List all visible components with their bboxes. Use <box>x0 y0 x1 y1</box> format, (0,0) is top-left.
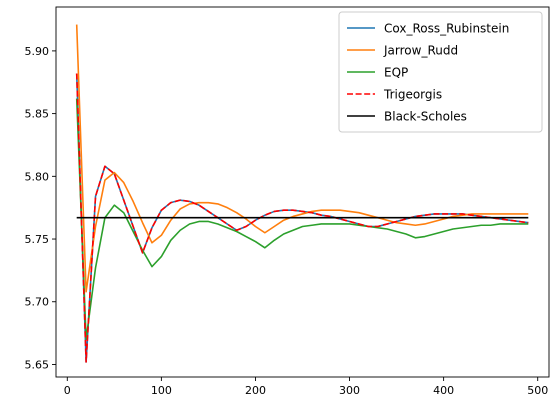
y-tick-label: 5.80 <box>25 170 50 183</box>
series-layer <box>75 24 529 363</box>
series-line-2 <box>75 24 529 293</box>
legend-label: Trigeorgis <box>383 88 442 102</box>
y-tick-label: 5.65 <box>25 358 50 371</box>
legend-label: Jarrow_Rudd <box>383 44 458 58</box>
x-tick-label: 200 <box>245 384 266 397</box>
x-tick-label: 100 <box>151 384 172 397</box>
axes-frame <box>55 6 550 378</box>
y-tick-label: 5.70 <box>25 296 50 309</box>
y-tick-label: 5.75 <box>25 233 50 246</box>
series-line-4 <box>75 73 529 363</box>
x-tick-label: 300 <box>339 384 360 397</box>
legend-label: EQP <box>384 66 408 80</box>
x-tick-label: 400 <box>433 384 454 397</box>
x-tick-label: 0 <box>64 384 71 397</box>
series-line-3 <box>75 98 529 341</box>
legend-label: Cox_Ross_Rubinstein <box>384 22 509 36</box>
legend-label: Black-Scholes <box>384 110 467 124</box>
y-tick-label: 5.90 <box>25 45 50 58</box>
legend-box <box>338 11 543 133</box>
legend: Cox_Ross_Rubinstein Jarrow_Rudd EQP Trigeor… <box>338 11 543 133</box>
y-tick-label: 5.85 <box>25 108 50 121</box>
x-tick-label: 500 <box>527 384 548 397</box>
axes-layer: 0 100 200 300 400 500 5.65 5.70 5.75 5.80 5.85 5.90 <box>25 6 550 397</box>
